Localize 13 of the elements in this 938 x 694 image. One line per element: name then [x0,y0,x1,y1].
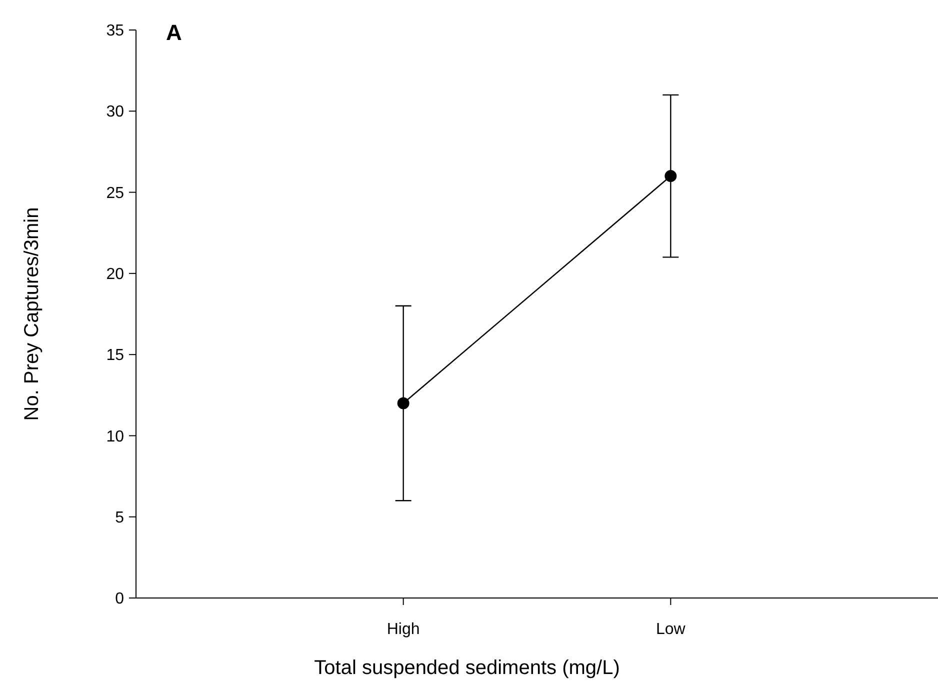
y-axis-title: No. Prey Captures/3min [21,207,43,421]
y-tick-label: 30 [106,104,124,121]
y-tick-label: 25 [106,184,124,202]
x-axis-title: Total suspended sediments (mg/L) [314,657,620,679]
y-tick-label: 15 [106,347,124,364]
y-tick-label: 20 [106,266,124,284]
y-tick-label: 5 [115,509,124,526]
x-tick-label: Low [656,621,686,638]
annotation: A [166,20,182,45]
y-tick-label: 10 [106,428,124,446]
x-tick-label: High [386,621,420,638]
y-tick-label: 35 [106,22,124,40]
y-tick-label: 0 [115,590,124,608]
